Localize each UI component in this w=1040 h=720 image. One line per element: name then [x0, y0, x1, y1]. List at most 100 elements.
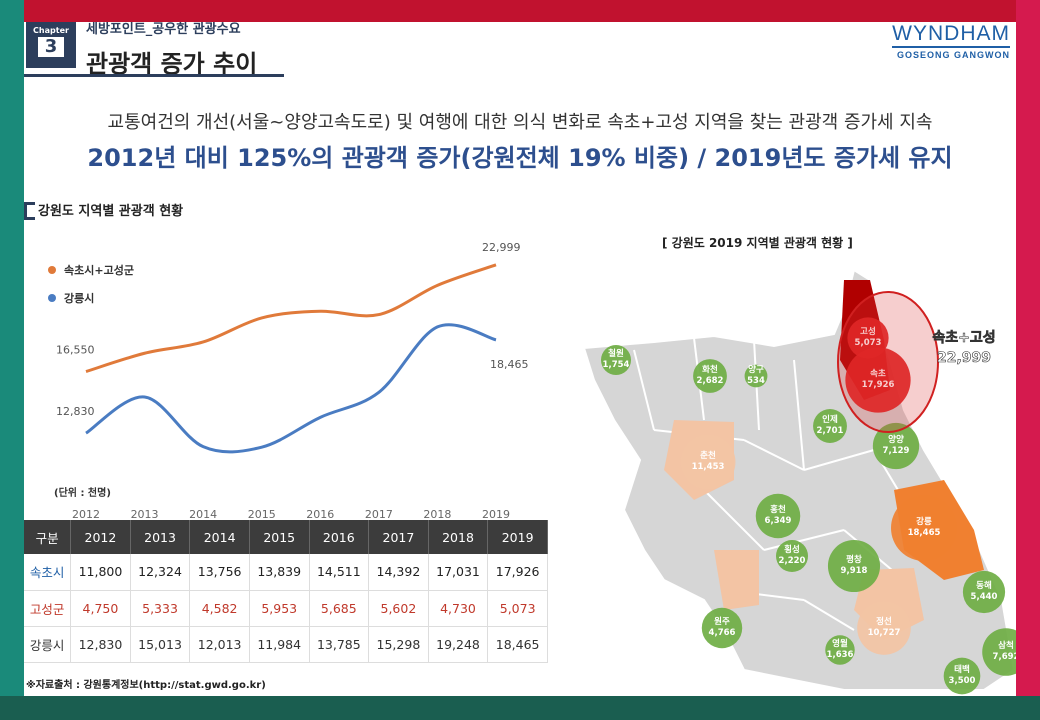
- legend-label: 강릉시: [64, 291, 94, 305]
- region-value: 3,500: [949, 676, 976, 686]
- series-line-0: [86, 265, 496, 372]
- x-tick-label: 2014: [189, 508, 217, 520]
- region-name: 화천: [702, 364, 718, 375]
- region-name: 강릉: [916, 516, 932, 527]
- chapter-number: 3: [38, 37, 64, 57]
- region-value: 2,220: [779, 556, 806, 566]
- header-rule: [24, 74, 284, 77]
- table-cell: 5,073: [488, 590, 548, 626]
- table-cell: 13,839: [249, 554, 309, 590]
- row-label: 속초시: [24, 554, 71, 590]
- chapter-label: Chapter: [26, 26, 76, 35]
- x-tick-label: 2012: [72, 508, 100, 520]
- region-name: 홍천: [770, 504, 786, 515]
- region-name: 태백: [954, 664, 970, 675]
- lead-text: 교통여건의 개선(서울~양양고속도로) 및 여행에 대한 의식 변화로 속초+고…: [24, 108, 1016, 134]
- row-label: 고성군: [24, 590, 71, 626]
- slide-content: Chapter 3 세방포인트_공우한 관광수요 관광객 증가 추이 WYNDH…: [24, 22, 1016, 696]
- region-name: 춘천: [700, 450, 716, 461]
- table-cell: 18,465: [488, 626, 548, 662]
- region-value: 7,129: [883, 446, 910, 456]
- logo-brand: WYNDHAM: [892, 22, 1010, 46]
- table-cell: 15,013: [130, 626, 190, 662]
- section-title: 강원도 지역별 관광객 현황: [24, 200, 183, 219]
- region-name: 양양: [888, 434, 904, 445]
- x-tick-label: 2015: [248, 508, 276, 520]
- frame-left: [0, 0, 24, 720]
- region-name: 철원: [608, 348, 624, 359]
- table-header-cell: 구분: [24, 520, 71, 554]
- table-cell: 12,324: [130, 554, 190, 590]
- table-cell: 4,582: [190, 590, 250, 626]
- series-line-1: [86, 325, 496, 452]
- frame-bottom: [0, 696, 1040, 720]
- x-tick-label: 2019: [482, 508, 510, 520]
- table-header-cell: 2013: [130, 520, 190, 554]
- region-name: 삼척: [998, 640, 1014, 651]
- table-cell: 13,785: [309, 626, 369, 662]
- table-cell: 12,830: [71, 626, 131, 662]
- region-name: 원주: [714, 616, 730, 627]
- region-value: 5,440: [971, 592, 998, 602]
- table-header-row: 구분 2012 2013 2014 2015 2016 2017 2018 2019: [24, 520, 548, 554]
- table-header-cell: 2018: [428, 520, 488, 554]
- region-value: 7,692: [993, 652, 1016, 662]
- table-row: 강릉시 12,830 15,013 12,013 11,984 13,785 15,298 1…: [24, 626, 548, 662]
- highlight-value: 22,999: [937, 350, 991, 366]
- table-cell: 5,333: [130, 590, 190, 626]
- region-value: 18,465: [908, 528, 941, 538]
- data-label: 18,465: [490, 358, 529, 371]
- table-cell: 14,511: [309, 554, 369, 590]
- table-cell: 11,984: [249, 626, 309, 662]
- region-value: 1,636: [827, 650, 854, 660]
- table-cell: 4,750: [71, 590, 131, 626]
- region-value: 4,766: [709, 628, 736, 638]
- highlight-label: 속초+고성: [932, 330, 995, 346]
- region-value: 2,682: [697, 376, 724, 386]
- region-value: 1,754: [603, 360, 630, 370]
- table-row: 속초시 11,800 12,324 13,756 13,839 14,511 14,392 1…: [24, 554, 548, 590]
- table-cell: 17,031: [428, 554, 488, 590]
- map-title: [ 강원도 2019 지역별 관광객 현황 ]: [662, 234, 853, 251]
- table-cell: 19,248: [428, 626, 488, 662]
- wyndham-logo: WYNDHAM GOSEONG GANGWON: [892, 22, 1010, 60]
- region-name: 정선: [876, 616, 892, 627]
- chapter-badge: Chapter 3: [26, 22, 76, 68]
- table-header-cell: 2019: [488, 520, 548, 554]
- data-table: 구분 2012 2013 2014 2015 2016 2017 2018 2019 속초시 11…: [24, 520, 548, 663]
- table-header-cell: 2016: [309, 520, 369, 554]
- logo-sub: GOSEONG GANGWON: [892, 46, 1010, 60]
- table-cell: 17,926: [488, 554, 548, 590]
- headline: 2012년 대비 125%의 관광객 증가(강원전체 19% 비중) / 201…: [24, 138, 1016, 173]
- region-name: 양구: [748, 364, 764, 375]
- region-name: 평창: [846, 554, 862, 565]
- table-cell: 15,298: [369, 626, 429, 662]
- table-cell: 14,392: [369, 554, 429, 590]
- region-name: 영월: [832, 638, 848, 649]
- region-value: 11,453: [692, 462, 725, 472]
- table-cell: 12,013: [190, 626, 250, 662]
- region-value: 9,918: [841, 566, 868, 576]
- table-cell: 5,953: [249, 590, 309, 626]
- table-cell: 11,800: [71, 554, 131, 590]
- table-cell: 13,756: [190, 554, 250, 590]
- legend-dot: [48, 294, 56, 302]
- legend-dot: [48, 266, 56, 274]
- x-tick-label: 2013: [131, 508, 159, 520]
- table-cell: 5,602: [369, 590, 429, 626]
- region-value: 10,727: [868, 628, 901, 638]
- table-header-cell: 2017: [369, 520, 429, 554]
- region-value: 6,349: [765, 516, 792, 526]
- table-header-cell: 2015: [249, 520, 309, 554]
- table-cell: 4,730: [428, 590, 488, 626]
- header-subtitle: 세방포인트_공우한 관광수요: [86, 22, 241, 37]
- frame-top: [0, 0, 1040, 22]
- legend-label: 속초시+고성군: [64, 263, 134, 277]
- region-value: 534: [747, 376, 765, 386]
- unit-label: (단위 : 천명): [54, 486, 111, 499]
- table-cell: 5,685: [309, 590, 369, 626]
- table-header-cell: 2012: [71, 520, 131, 554]
- region-name: 동해: [976, 580, 992, 591]
- source-note: ※자료출처 : 강원통계정보(http://stat.gwd.go.kr): [26, 676, 266, 691]
